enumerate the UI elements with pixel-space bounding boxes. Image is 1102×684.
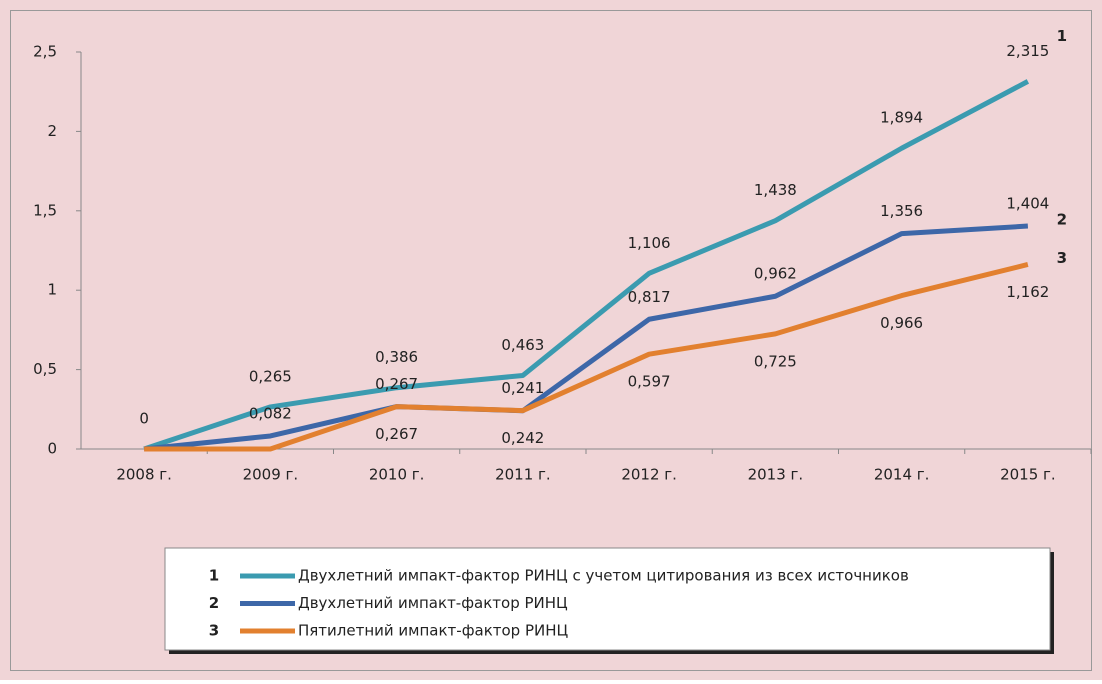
x-tick-label: 2010 г. <box>369 466 425 484</box>
y-tick-label: 1,5 <box>33 201 57 219</box>
x-tick-label: 2014 г. <box>874 466 930 484</box>
data-label: 0,082 <box>249 404 292 422</box>
legend-key: 1 <box>209 567 219 585</box>
data-label: 0,962 <box>754 265 797 283</box>
data-label: 0,241 <box>501 379 544 397</box>
data-label: 0 <box>139 410 149 428</box>
y-tick-label: 0,5 <box>33 360 57 378</box>
data-label: 0,463 <box>501 336 544 354</box>
data-label: 2,315 <box>1006 42 1049 60</box>
x-tick-label: 2015 г. <box>1000 466 1056 484</box>
series-line <box>144 262 1029 452</box>
data-label: 0,267 <box>375 375 418 393</box>
y-tick-label: 2 <box>47 122 57 140</box>
data-label: 0,386 <box>375 348 418 366</box>
legend <box>164 547 1051 651</box>
frame <box>10 10 1092 671</box>
x-tick-label: 2009 г. <box>243 466 299 484</box>
data-label: 1,404 <box>1006 195 1049 213</box>
data-label: 1,894 <box>880 109 923 127</box>
legend-label: Пятилетний импакт-фактор РИНЦ <box>298 622 569 640</box>
data-label: 0,267 <box>375 425 418 443</box>
y-tick-label: 2,5 <box>33 43 57 61</box>
legend-key: 3 <box>209 622 219 640</box>
series-line <box>143 79 1030 452</box>
x-tick-label: 2012 г. <box>621 466 677 484</box>
legend-label: Двухлетний импакт-фактор РИНЦ <box>298 594 568 612</box>
data-label: 0,265 <box>249 367 292 385</box>
data-label: 1,356 <box>880 202 923 220</box>
x-tick-label: 2013 г. <box>748 466 804 484</box>
x-tick-label: 2011 г. <box>495 466 551 484</box>
data-label: 1,106 <box>628 234 671 252</box>
x-tick-label: 2008 г. <box>116 466 172 484</box>
series-end-label: 3 <box>1057 249 1067 267</box>
series-line <box>143 223 1029 452</box>
data-label: 0,966 <box>880 314 923 332</box>
data-label: 0,725 <box>754 352 797 370</box>
data-label: 1,438 <box>754 181 797 199</box>
legend-key: 2 <box>209 594 219 612</box>
y-tick-label: 0 <box>47 440 57 458</box>
legend-label: Двухлетний импакт-фактор РИНЦ с учетом ц… <box>298 567 909 585</box>
data-label: 0,817 <box>628 288 671 306</box>
series-end-label: 2 <box>1057 211 1067 229</box>
series-end-label: 1 <box>1057 27 1067 45</box>
data-label: 0,242 <box>501 429 544 447</box>
y-tick-label: 1 <box>47 281 57 299</box>
data-label: 0,597 <box>628 373 671 391</box>
data-label: 1,162 <box>1006 283 1049 301</box>
